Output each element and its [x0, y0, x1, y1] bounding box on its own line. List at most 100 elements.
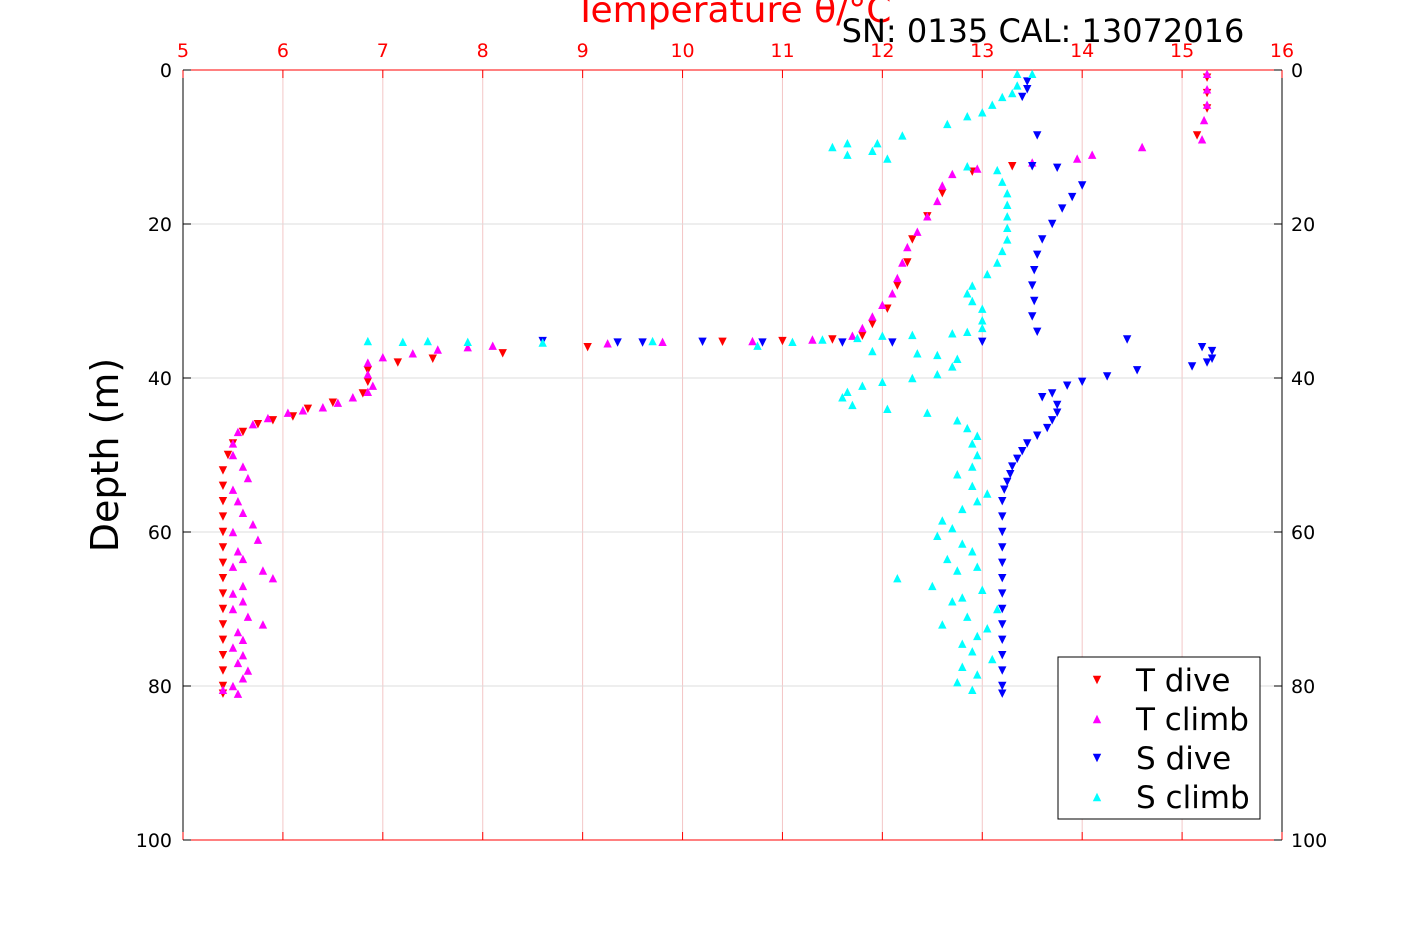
data-point	[538, 338, 547, 347]
data-point	[218, 543, 228, 552]
y-tick-label-left: 100	[136, 830, 172, 852]
data-point	[963, 112, 972, 121]
data-point	[1192, 131, 1202, 140]
x-tick-label: 5	[177, 40, 189, 62]
data-point	[238, 554, 248, 564]
data-point	[218, 666, 228, 675]
data-point	[358, 389, 368, 398]
data-point	[1003, 477, 1012, 487]
data-point	[218, 620, 228, 629]
data-point	[1062, 381, 1072, 390]
y-tick-label-left: 80	[148, 676, 172, 698]
data-point	[253, 535, 263, 544]
data-point	[488, 341, 497, 350]
data-point	[973, 562, 982, 571]
data-point	[1202, 85, 1212, 94]
data-point	[318, 403, 328, 412]
data-point	[943, 119, 952, 129]
data-point	[1053, 163, 1062, 172]
data-point	[978, 323, 987, 333]
y-tick-label-right: 80	[1291, 676, 1315, 698]
data-point	[1008, 462, 1017, 471]
data-point	[998, 635, 1007, 644]
data-point	[958, 593, 967, 602]
data-point	[498, 349, 507, 358]
data-point	[828, 142, 837, 152]
data-point	[218, 558, 228, 567]
data-point	[228, 589, 238, 598]
data-point	[218, 651, 228, 660]
legend-marker	[1092, 675, 1102, 685]
data-point	[233, 547, 243, 556]
legend-label: S climb	[1136, 780, 1250, 816]
series-t-climb	[218, 69, 1212, 698]
data-point	[1077, 181, 1087, 190]
data-point	[973, 670, 982, 679]
data-point	[888, 338, 897, 347]
data-point	[1000, 485, 1009, 494]
y-tick-label-left: 60	[148, 522, 172, 544]
data-point	[1187, 362, 1197, 371]
data-point	[848, 400, 857, 410]
y-tick-label-left: 20	[148, 214, 172, 236]
data-point	[973, 631, 982, 641]
data-point	[998, 527, 1007, 537]
data-point	[968, 647, 977, 656]
data-point	[998, 92, 1007, 102]
data-point	[938, 620, 947, 629]
data-point	[923, 212, 932, 221]
data-point	[963, 289, 972, 298]
data-point	[828, 335, 837, 344]
y-tick-label-right: 60	[1291, 522, 1315, 544]
data-point	[408, 349, 417, 358]
data-point	[838, 393, 847, 402]
data-point	[428, 354, 437, 363]
data-point	[808, 335, 817, 344]
data-point	[328, 398, 338, 407]
data-point	[233, 497, 243, 506]
data-point	[238, 674, 248, 683]
data-point	[913, 227, 922, 236]
data-point	[243, 473, 253, 483]
data-point	[1028, 312, 1037, 321]
data-point	[433, 345, 442, 354]
data-point	[1202, 100, 1212, 109]
data-point	[998, 604, 1007, 614]
data-point	[978, 108, 987, 117]
series-t-dive	[218, 73, 1212, 698]
data-point	[1028, 281, 1037, 290]
data-point	[233, 658, 243, 668]
data-point	[998, 589, 1007, 598]
data-point	[908, 373, 917, 383]
data-point	[228, 643, 238, 652]
data-point	[878, 331, 887, 340]
data-point	[363, 369, 373, 379]
data-point	[368, 381, 378, 390]
data-point	[958, 504, 967, 514]
data-point	[1077, 377, 1087, 387]
data-point	[238, 581, 248, 591]
data-point	[843, 387, 852, 397]
x-tick-label: 16	[1270, 40, 1294, 62]
data-point	[883, 404, 892, 413]
data-point	[953, 677, 962, 687]
data-point	[993, 165, 1002, 175]
data-point	[1043, 423, 1052, 433]
data-point	[1033, 327, 1042, 336]
data-point	[1053, 408, 1062, 417]
data-point	[963, 162, 972, 171]
data-point	[1018, 92, 1027, 102]
data-point	[228, 681, 238, 691]
data-point	[998, 574, 1007, 583]
data-point	[1048, 389, 1057, 398]
data-point	[1072, 154, 1082, 163]
y-tick-label-left: 40	[148, 368, 172, 390]
data-point	[983, 269, 992, 279]
x-tick-label: 14	[1070, 40, 1094, 62]
data-point	[363, 377, 373, 387]
x-tick-label: 8	[477, 40, 489, 62]
data-point	[238, 651, 248, 660]
data-point	[948, 362, 957, 371]
data-point	[1058, 204, 1067, 213]
data-point	[953, 416, 962, 425]
